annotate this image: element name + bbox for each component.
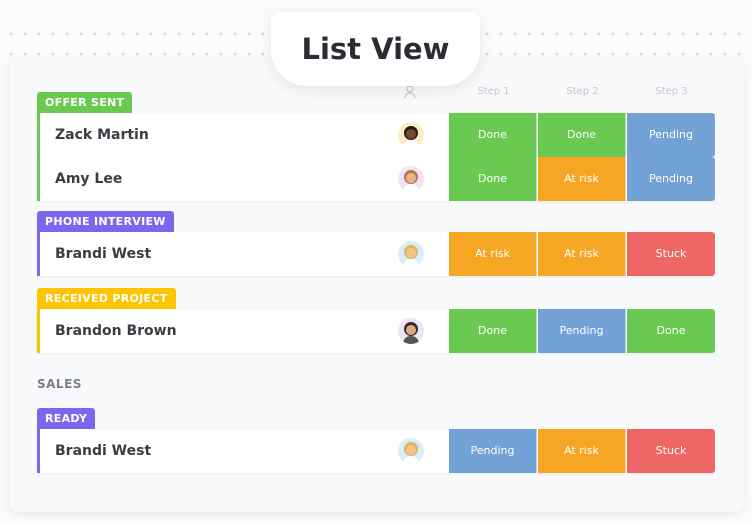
group-label[interactable]: PHONE INTERVIEW bbox=[37, 211, 174, 232]
table-row[interactable]: Zack Martin Done Done Pending bbox=[37, 113, 716, 157]
avatar bbox=[398, 438, 424, 464]
group-label[interactable]: OFFER SENT bbox=[37, 92, 133, 113]
status-cell-step-3[interactable]: Pending bbox=[627, 113, 715, 157]
avatar bbox=[398, 318, 424, 344]
page-title: List View bbox=[271, 12, 480, 86]
column-header-step-1: Step 1 bbox=[477, 86, 510, 97]
table-row[interactable]: Brandon Brown Done Pending Done bbox=[37, 309, 716, 353]
table-row[interactable]: Brandi West Pending At risk Stuck bbox=[37, 429, 716, 473]
avatar bbox=[398, 166, 424, 192]
status-cell-step-2[interactable]: Done bbox=[538, 113, 626, 157]
group-label[interactable]: RECEIVED PROJECT bbox=[37, 288, 176, 309]
candidate-name[interactable]: Amy Lee bbox=[55, 171, 123, 187]
avatar bbox=[398, 122, 424, 148]
avatar bbox=[398, 241, 424, 267]
status-cell-step-3[interactable]: Stuck bbox=[627, 429, 715, 473]
status-cell-step-1[interactable]: At risk bbox=[449, 232, 537, 276]
candidate-name[interactable]: Brandi West bbox=[55, 246, 152, 262]
status-cell-step-2[interactable]: At risk bbox=[538, 232, 626, 276]
status-cell-step-2[interactable]: Pending bbox=[538, 309, 626, 353]
column-header-step-3: Step 3 bbox=[655, 86, 688, 97]
status-cell-step-3[interactable]: Stuck bbox=[627, 232, 715, 276]
status-cell-step-1[interactable]: Done bbox=[449, 157, 537, 201]
status-cell-step-3[interactable]: Pending bbox=[627, 157, 715, 201]
status-cell-step-2[interactable]: At risk bbox=[538, 429, 626, 473]
table-row[interactable]: Brandi West At risk At risk Stuck bbox=[37, 232, 716, 276]
status-cell-step-1[interactable]: Done bbox=[449, 309, 537, 353]
status-cell-step-1[interactable]: Done bbox=[449, 113, 537, 157]
group-label[interactable]: READY bbox=[37, 408, 96, 429]
status-cell-step-3[interactable]: Done bbox=[627, 309, 715, 353]
candidate-name[interactable]: Brandon Brown bbox=[55, 323, 177, 339]
candidate-name[interactable]: Brandi West bbox=[55, 443, 152, 459]
column-header-step-2: Step 2 bbox=[566, 86, 599, 97]
person-icon bbox=[404, 85, 416, 99]
table-row[interactable]: Amy Lee Done At risk Pending bbox=[37, 157, 716, 201]
section-sales: SALES bbox=[37, 377, 82, 391]
candidate-name[interactable]: Zack Martin bbox=[55, 127, 149, 143]
status-cell-step-1[interactable]: Pending bbox=[449, 429, 537, 473]
status-cell-step-2[interactable]: At risk bbox=[538, 157, 626, 201]
